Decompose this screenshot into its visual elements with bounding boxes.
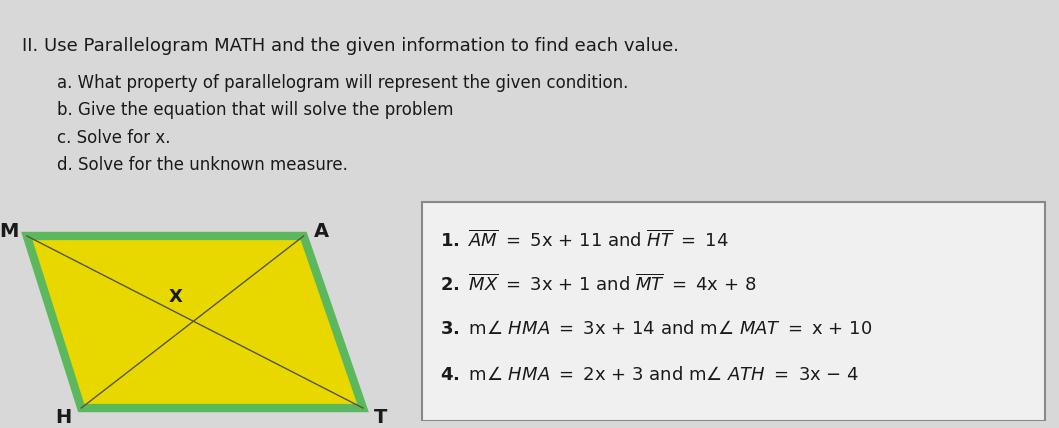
Text: b. Give the equation that will solve the problem: b. Give the equation that will solve the… — [56, 101, 453, 119]
Text: $\mathbf{1.}$ $\overline{\mathit{AM}}$ $=$ 5x + 11 and $\overline{\mathit{HT}}$ : $\mathbf{1.}$ $\overline{\mathit{AM}}$ $… — [441, 229, 729, 250]
Text: $\mathbf{3.}$ m$\angle$ $\mathit{HMA}$ $=$ 3x + 14 and m$\angle$ $\mathit{MAT}$ : $\mathbf{3.}$ m$\angle$ $\mathit{HMA}$ $… — [441, 320, 873, 338]
Polygon shape — [26, 236, 363, 408]
Text: $\mathbf{2.}$ $\overline{\mathit{MX}}$ $=$ 3x + 1 and $\overline{\mathit{MT}}$ $: $\mathbf{2.}$ $\overline{\mathit{MX}}$ $… — [441, 273, 756, 295]
Text: a. What property of parallelogram will represent the given condition.: a. What property of parallelogram will r… — [56, 74, 628, 92]
Text: H: H — [55, 408, 72, 428]
Text: II. Use Parallelogram MATH and the given information to find each value.: II. Use Parallelogram MATH and the given… — [22, 37, 679, 55]
Text: c. Solve for x.: c. Solve for x. — [56, 129, 170, 147]
Text: $\mathbf{4.}$ m$\angle$ $\mathit{HMA}$ $=$ 2x + 3 and m$\angle$ $\mathit{ATH}$ $: $\mathbf{4.}$ m$\angle$ $\mathit{HMA}$ $… — [441, 366, 859, 384]
Text: M: M — [0, 222, 19, 241]
FancyBboxPatch shape — [423, 202, 1045, 421]
Text: d. Solve for the unknown measure.: d. Solve for the unknown measure. — [56, 156, 347, 174]
Text: A: A — [313, 222, 329, 241]
Text: X: X — [168, 288, 182, 306]
Text: T: T — [374, 408, 388, 428]
